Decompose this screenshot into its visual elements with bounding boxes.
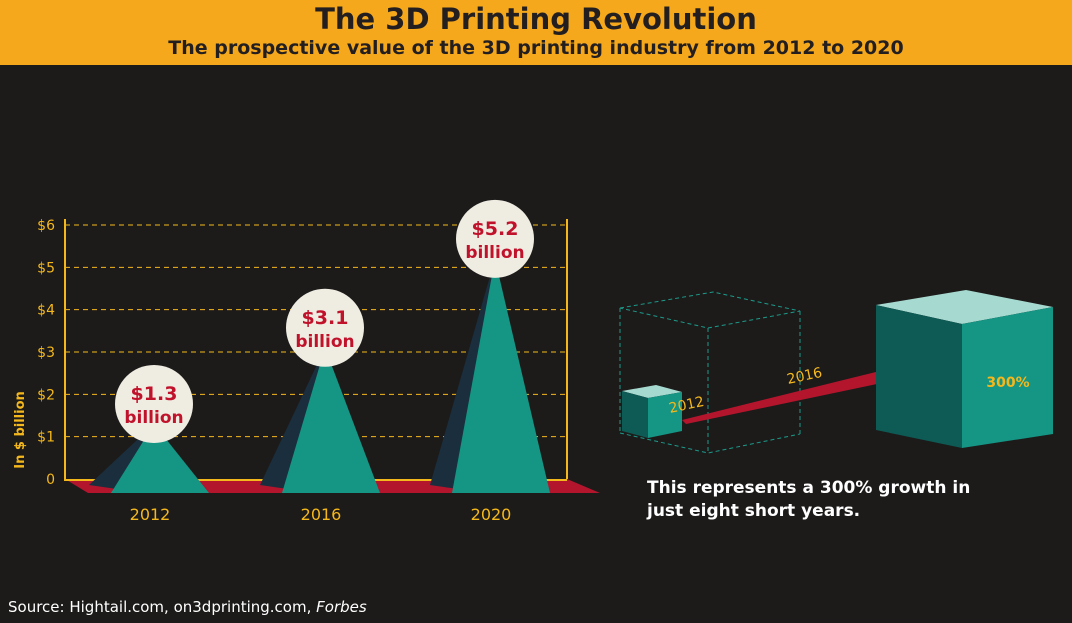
bar-cone	[282, 347, 380, 493]
x-tick-label: 2020	[471, 505, 512, 524]
y-tick-labels: 0 $1 $2 $3 $4 $5 $6	[37, 218, 55, 488]
y-tick-label: $5	[37, 260, 55, 276]
y-tick-label: $1	[37, 430, 55, 446]
data-label-value: $5.2	[472, 218, 519, 240]
cube-percent-label: 300%	[986, 375, 1029, 391]
small-cube	[622, 385, 682, 438]
growth-label-2012: 2012	[668, 394, 706, 417]
y-tick-label: $6	[37, 218, 55, 234]
y-tick-label: $3	[37, 345, 55, 361]
data-label-value: $1.3	[131, 383, 178, 405]
y-tick-label: $2	[37, 387, 55, 403]
x-tick-label: 2012	[130, 505, 171, 524]
growth-note: This represents a 300% growth in just ei…	[647, 478, 971, 521]
page-title: The 3D Printing Revolution	[315, 2, 757, 36]
source-prefix: Source:	[8, 598, 65, 616]
y-axis-label: In $ billion	[13, 391, 28, 469]
growth-arrow	[682, 362, 920, 424]
data-label-unit: billion	[124, 408, 183, 428]
growth-graphic: 2012 2016 2020 300%	[619, 290, 1053, 454]
value-bubble	[286, 288, 364, 367]
source-line: Source: Hightail.com, on3dprinting.com, …	[8, 598, 367, 616]
bar-cone	[111, 423, 209, 493]
source-sites: Hightail.com, on3dprinting.com,	[69, 598, 312, 616]
x-tick-labels: 2012 2016 2020	[130, 505, 512, 524]
y-tick-label: 0	[46, 472, 55, 488]
value-bubble	[115, 364, 193, 443]
value-bubble	[456, 199, 534, 278]
data-label-value: $3.1	[302, 307, 349, 329]
x-tick-label: 2016	[301, 505, 342, 524]
page-subtitle: The prospective value of the 3D printing…	[168, 37, 904, 59]
data-label-unit: billion	[295, 332, 354, 352]
header-banner	[0, 0, 1072, 65]
large-cube	[876, 290, 1053, 448]
bar-cone	[452, 258, 550, 493]
wireframe-cube	[619, 291, 801, 454]
bars-group: $1.3 billion $3.1 billion $5.2 billion	[89, 199, 550, 493]
y-tick-label: $4	[37, 303, 55, 319]
growth-label-2016: 2016	[786, 365, 824, 388]
source-publication: Forbes	[316, 598, 367, 616]
data-label-unit: billion	[465, 243, 524, 263]
